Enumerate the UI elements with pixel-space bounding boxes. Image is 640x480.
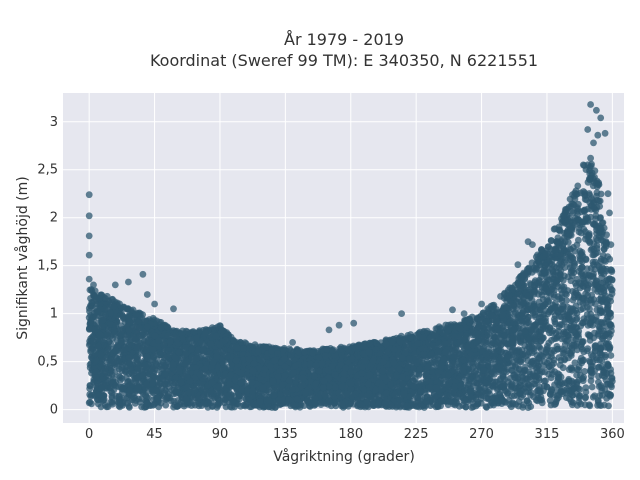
data-point [583, 265, 591, 273]
data-point [556, 361, 564, 369]
data-point [547, 390, 554, 398]
data-point [586, 332, 593, 340]
data-point [98, 322, 106, 330]
chart-title-line-2: Koordinat (Sweref 99 TM): E 340350, N 62… [150, 51, 538, 70]
data-point [586, 402, 594, 410]
data-point [581, 191, 588, 198]
data-point [549, 285, 556, 292]
data-points [85, 101, 616, 411]
data-point [597, 257, 605, 265]
data-point [567, 352, 575, 359]
data-point [472, 402, 480, 410]
data-point [556, 295, 564, 303]
data-point [608, 286, 616, 294]
data-point [119, 313, 127, 321]
data-point [573, 314, 581, 322]
data-point [423, 368, 430, 376]
data-point [581, 368, 588, 375]
data-point [603, 282, 610, 289]
data-point [608, 375, 616, 383]
data-point [122, 368, 129, 376]
data-point [607, 352, 615, 359]
chart-title-line-1: År 1979 - 2019 [284, 30, 404, 49]
data-point [282, 389, 290, 397]
data-point [551, 318, 559, 326]
data-point [550, 293, 558, 301]
data-point [538, 246, 545, 254]
data-point [582, 388, 590, 396]
data-point [573, 365, 581, 373]
data-point [537, 346, 545, 353]
data-point [548, 237, 555, 245]
data-point [586, 357, 593, 365]
data-point [563, 297, 570, 304]
data-point [546, 397, 554, 404]
data-point [573, 371, 580, 379]
data-point [575, 291, 582, 299]
data-point [578, 339, 586, 346]
data-point [592, 250, 599, 257]
data-point [170, 386, 178, 394]
data-point [586, 191, 594, 199]
data-point [415, 371, 423, 379]
data-point [228, 399, 236, 406]
